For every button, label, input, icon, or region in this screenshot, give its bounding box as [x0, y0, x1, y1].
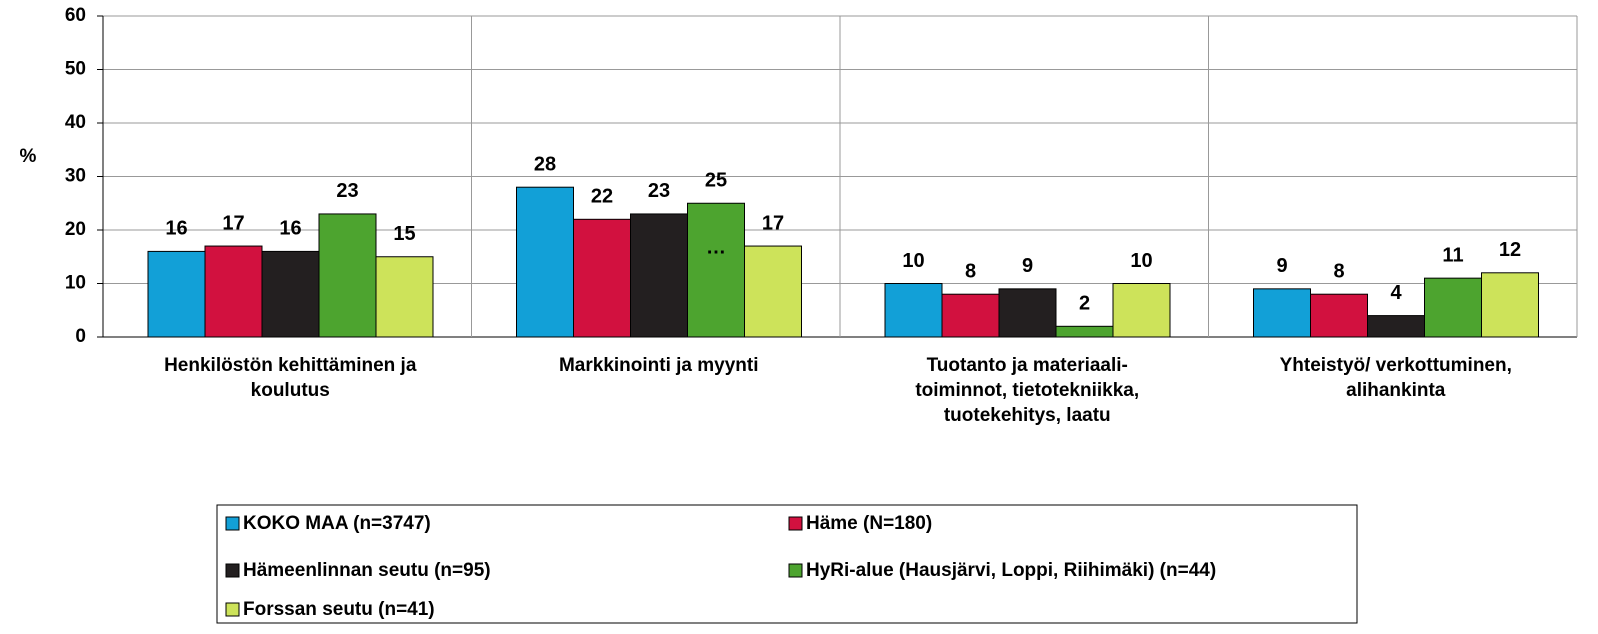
- data-label: 16: [279, 218, 301, 240]
- bar: [1367, 315, 1425, 338]
- bar: [1055, 325, 1114, 338]
- data-label: 2: [1079, 293, 1090, 315]
- bar: [1112, 283, 1171, 338]
- bar: [630, 213, 688, 338]
- data-label: 22: [591, 186, 613, 208]
- legend-label: Häme (N=180): [806, 513, 932, 534]
- data-label: 10: [1130, 250, 1152, 272]
- legend-label: KOKO MAA (n=3747): [243, 513, 431, 534]
- data-label: 17: [222, 212, 244, 234]
- data-label: 12: [1499, 239, 1521, 261]
- bar: [318, 213, 377, 338]
- bar: [147, 250, 206, 338]
- data-label: 23: [648, 180, 670, 202]
- data-label: 9: [1022, 255, 1033, 277]
- data-label: 17: [762, 212, 784, 234]
- y-tick-label: 50: [65, 59, 86, 80]
- y-tick-label: 0: [75, 326, 86, 347]
- legend-swatch: [225, 563, 240, 578]
- x-tick-label: Henkilöstön kehittäminen ja koulutus: [164, 355, 417, 401]
- legend-box: [216, 504, 1358, 624]
- bar: [375, 256, 434, 338]
- legend-swatch: [225, 602, 240, 617]
- data-label: 9: [1276, 255, 1287, 277]
- data-label: 25: [705, 170, 727, 192]
- bar: [998, 288, 1057, 338]
- legend-swatch: [225, 516, 240, 531]
- bar: [204, 245, 263, 338]
- data-label: 11: [1442, 244, 1463, 266]
- bar: [941, 293, 1000, 338]
- bar: [687, 202, 745, 338]
- y-tick-label: 60: [65, 5, 86, 26]
- bar: [573, 218, 631, 338]
- bar: [261, 250, 320, 338]
- x-tick-label: Markkinointi ja myynti: [558, 355, 759, 376]
- data-label: 23: [336, 180, 358, 202]
- bar: [1481, 272, 1539, 338]
- bar: [1253, 288, 1311, 338]
- legend-label: Hämeenlinnan seutu (n=95): [243, 560, 491, 581]
- bar: [1424, 277, 1482, 338]
- legend-label: HyRi-alue (Hausjärvi, Loppi, Riihimäki) …: [806, 560, 1216, 581]
- data-label: 10: [902, 250, 924, 272]
- x-tick-label: Tuotanto ja materiaali- toiminnot, tieto…: [915, 355, 1140, 426]
- data-label: 15: [393, 223, 415, 245]
- annotation: …: [706, 236, 726, 258]
- data-label: 16: [165, 218, 187, 240]
- bar: [884, 283, 943, 338]
- data-label: 8: [1333, 260, 1344, 282]
- y-axis-label: %: [20, 146, 37, 167]
- bar: [1310, 293, 1368, 338]
- data-label: 28: [534, 153, 556, 175]
- y-tick-label: 40: [65, 112, 86, 133]
- data-label: 8: [965, 260, 976, 282]
- y-tick-label: 30: [65, 166, 86, 187]
- legend-label: Forssan seutu (n=41): [243, 599, 435, 620]
- legend-swatch: [788, 516, 803, 531]
- bar: [744, 245, 802, 338]
- y-tick-label: 10: [65, 273, 86, 294]
- y-tick-label: 20: [65, 219, 86, 240]
- x-tick-label: Yhteistyö/ verkottuminen, alihankinta: [1279, 355, 1512, 401]
- legend-swatch: [788, 563, 803, 578]
- bar: [516, 186, 574, 338]
- data-label: 4: [1390, 282, 1402, 304]
